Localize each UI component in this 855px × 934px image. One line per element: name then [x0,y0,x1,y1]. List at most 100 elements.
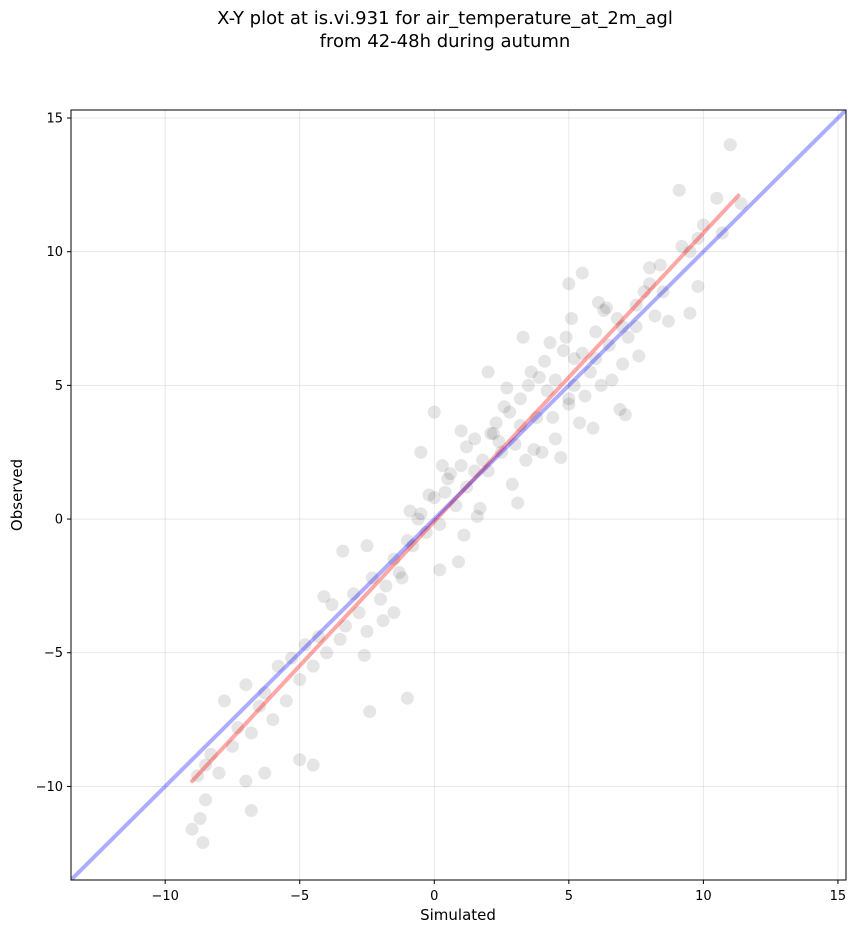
fit-lines [71,110,846,880]
scatter-point [513,392,527,406]
scatter-point [365,571,379,585]
scatter-point [589,325,603,339]
y-tick-label: 15 [46,112,63,127]
scatter-point [196,836,210,850]
scatter-point [352,606,366,620]
scatter-point [239,678,253,692]
scatter-point [492,435,506,449]
scatter-point [734,197,748,211]
plot-frame [70,109,847,881]
y-tick-label: 5 [55,379,63,394]
y-tick-label: −5 [44,646,63,661]
scatter-point [629,320,643,334]
scatter-point [481,464,495,478]
scatter-point [548,373,562,387]
scatter-point [648,309,662,323]
scatter-point [239,774,253,788]
scatter-point [565,312,579,326]
scatter-point [513,418,527,432]
scatter-point [484,427,498,441]
axis-ticks: −10 −5 0 5 10 15 −10 −5 0 5 10 15 [36,112,847,904]
scatter-point [616,320,630,334]
scatter-point [578,389,592,403]
scatter-point [231,721,245,735]
scatter-point [605,373,619,387]
scatter-point [503,405,517,419]
scatter-point [597,304,611,318]
scatter-point [376,614,390,628]
scatter-point [258,686,272,700]
scatter-point [317,590,331,604]
scatter-point [656,285,670,299]
scatter-point [562,277,576,291]
scatter-point [468,432,482,446]
scatter-point [373,592,387,606]
scatter-point [616,357,630,371]
scatter-point [710,191,724,205]
x-tick-label: 15 [830,889,847,904]
y-axis-label: Observed [8,459,26,531]
scatter-point [715,226,729,240]
scatter-point [613,402,627,416]
scatter-point [338,619,352,633]
scatter-point [406,539,420,553]
scatter-point [629,298,643,312]
scatter-point [427,491,441,505]
scatter-point [414,507,428,521]
scatter-point [653,258,667,272]
scatter-point [454,459,468,473]
data-points [185,138,748,850]
scatter-point [360,624,374,638]
scatter-point [527,443,541,457]
scatter-point [473,501,487,515]
scatter-point [610,312,624,326]
scatter-point [675,239,689,253]
scatter-point [217,694,231,708]
scatter-point [530,410,544,424]
scatter-point [293,753,307,767]
scatter-point [567,378,581,392]
scatter-point [637,285,651,299]
scatter-point [293,672,307,686]
scatter-point [481,365,495,379]
scatter-point [400,691,414,705]
scatter-point [489,416,503,430]
scatter-point [532,370,546,384]
scatter-point [696,218,710,232]
scatter-point [519,453,533,467]
scatter-point [360,539,374,553]
scatter-point [460,480,474,494]
scatter-point [193,812,207,826]
scatter-point [497,400,511,414]
scatter-point [460,440,474,454]
scatter-point [433,517,447,531]
scatter-point [511,496,525,510]
scatter-point [320,646,334,660]
scatter-point [524,365,538,379]
y-tick-label: 10 [46,245,63,260]
x-tick-label: −10 [151,889,178,904]
scatter-point [672,183,686,197]
scatter-point [556,344,570,358]
scatter-point [621,330,635,344]
scatter-point [643,261,657,275]
scatter-point [433,563,447,577]
scatter-point [333,632,347,646]
regression-line [190,193,741,784]
scatter-point [457,528,471,542]
scatter-point [306,659,320,673]
scatter-point [387,552,401,566]
scatter-point [279,694,293,708]
scatter-point [387,606,401,620]
scatter-point [562,397,576,411]
scatter-point [199,758,213,772]
identity-line [71,110,846,880]
scatter-point [357,648,371,662]
scatter-point [271,659,285,673]
scatter-point [252,699,266,713]
scatter-point [548,432,562,446]
scatter-point [554,451,568,465]
scatter-point [392,566,406,580]
scatter-point [400,533,414,547]
scatter-point [312,630,326,644]
